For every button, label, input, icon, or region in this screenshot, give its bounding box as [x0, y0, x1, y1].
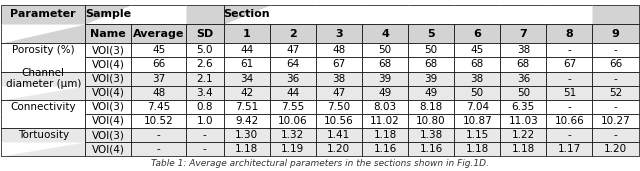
Text: Table 1: Average architectural parameters in the sections shown in Fig.1D.: Table 1: Average architectural parameter… [151, 159, 489, 168]
